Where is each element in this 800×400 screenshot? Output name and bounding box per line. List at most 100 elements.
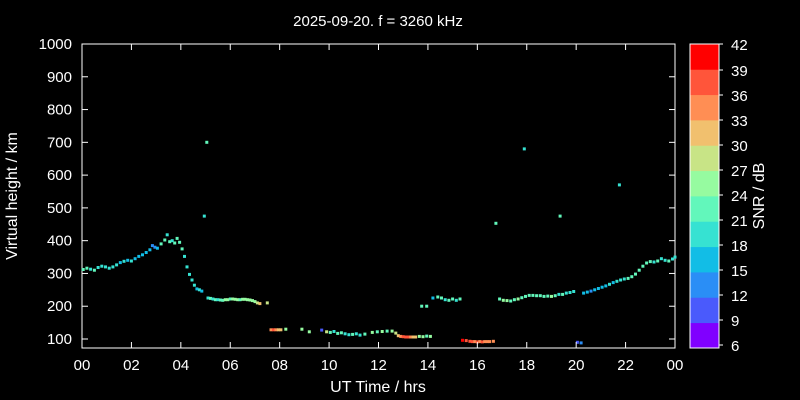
data-point [634, 272, 637, 276]
data-point [209, 296, 212, 300]
data-point [258, 302, 262, 306]
data-point [236, 298, 240, 302]
x-tick-label: 08 [271, 357, 288, 374]
data-point [564, 291, 568, 295]
data-point [645, 261, 649, 265]
data-point [579, 341, 583, 345]
data-point [155, 246, 159, 250]
data-point [615, 279, 619, 283]
data-point [223, 298, 227, 302]
data-point [485, 340, 489, 344]
data-point [417, 334, 421, 338]
data-point [269, 328, 273, 332]
data-point [396, 334, 400, 338]
y-tick-label: 900 [47, 69, 72, 86]
colorbar-tick-label: 42 [731, 37, 748, 54]
data-point [454, 298, 458, 302]
data-point [470, 340, 474, 344]
data-point [558, 214, 562, 218]
data-point [501, 298, 505, 302]
data-point [401, 335, 405, 339]
data-point [667, 259, 671, 263]
data-point [233, 297, 237, 301]
y-axis-ticks: 100 200 300 400 500 600 700 800 900 1000 [39, 36, 675, 348]
data-point [363, 332, 367, 336]
data-point [421, 335, 425, 339]
x-tick-label: 02 [123, 357, 140, 374]
data-point [375, 330, 379, 334]
data-point [276, 328, 280, 332]
data-point [663, 258, 667, 262]
y-tick-label: 400 [47, 233, 72, 250]
data-point [505, 299, 509, 303]
data-point [380, 330, 384, 333]
data-point [265, 301, 269, 305]
data-point [175, 236, 179, 240]
data-point [582, 291, 586, 295]
data-point [428, 334, 432, 338]
colorbar-tick-label: 39 [731, 63, 748, 80]
colorbar-tick-label: 24 [731, 188, 748, 205]
data-point [464, 339, 468, 343]
colorbar-segment [690, 120, 719, 146]
data-point [213, 298, 217, 302]
data-point [575, 340, 579, 344]
data-point [370, 330, 374, 334]
x-tick-label: 14 [420, 357, 437, 374]
data-point [451, 297, 455, 301]
x-tick-label: 10 [321, 357, 338, 374]
colorbar-tick-label: 18 [731, 238, 748, 255]
y-tick-label: 600 [47, 167, 72, 184]
data-point [141, 253, 144, 257]
data-point [399, 334, 403, 338]
data-point [343, 332, 347, 336]
data-point [652, 260, 656, 264]
data-point [619, 278, 623, 282]
data-point [300, 327, 304, 331]
colorbar-segment [690, 221, 719, 248]
data-point [524, 294, 527, 298]
data-point [630, 275, 634, 279]
data-point [183, 254, 186, 258]
data-point [473, 340, 477, 344]
data-point [243, 297, 247, 301]
data-point [538, 294, 542, 298]
x-tick-label: 04 [172, 357, 189, 374]
data-point [320, 328, 324, 332]
data-point [180, 247, 184, 251]
data-point [173, 241, 177, 245]
data-point [478, 340, 482, 344]
data-point [390, 329, 394, 333]
data-point [211, 297, 215, 301]
data-point [596, 287, 600, 290]
x-tick-label: 06 [222, 357, 239, 374]
data-point [246, 298, 249, 302]
data-point [351, 332, 355, 336]
data-point [520, 296, 524, 300]
data-point [461, 338, 464, 342]
data-point [546, 294, 550, 298]
data-point [494, 221, 498, 225]
data-point [617, 183, 621, 187]
data-point [589, 289, 593, 293]
data-point [216, 298, 220, 302]
data-point [129, 259, 133, 263]
colorbar-segment [690, 196, 719, 222]
data-point [572, 290, 576, 293]
data-point [443, 298, 447, 302]
data-point [163, 238, 167, 242]
data-point [553, 294, 557, 298]
data-point [100, 264, 104, 268]
data-point [255, 301, 259, 305]
data-point [111, 265, 115, 269]
colorbar-segment [690, 297, 719, 324]
colorbar-tick-label: 6 [731, 338, 739, 355]
data-point [358, 333, 362, 337]
data-point [307, 330, 311, 334]
data-point [491, 339, 495, 343]
data-point [659, 257, 663, 261]
data-point [648, 260, 652, 264]
data-point [178, 240, 182, 244]
data-point [436, 295, 440, 299]
